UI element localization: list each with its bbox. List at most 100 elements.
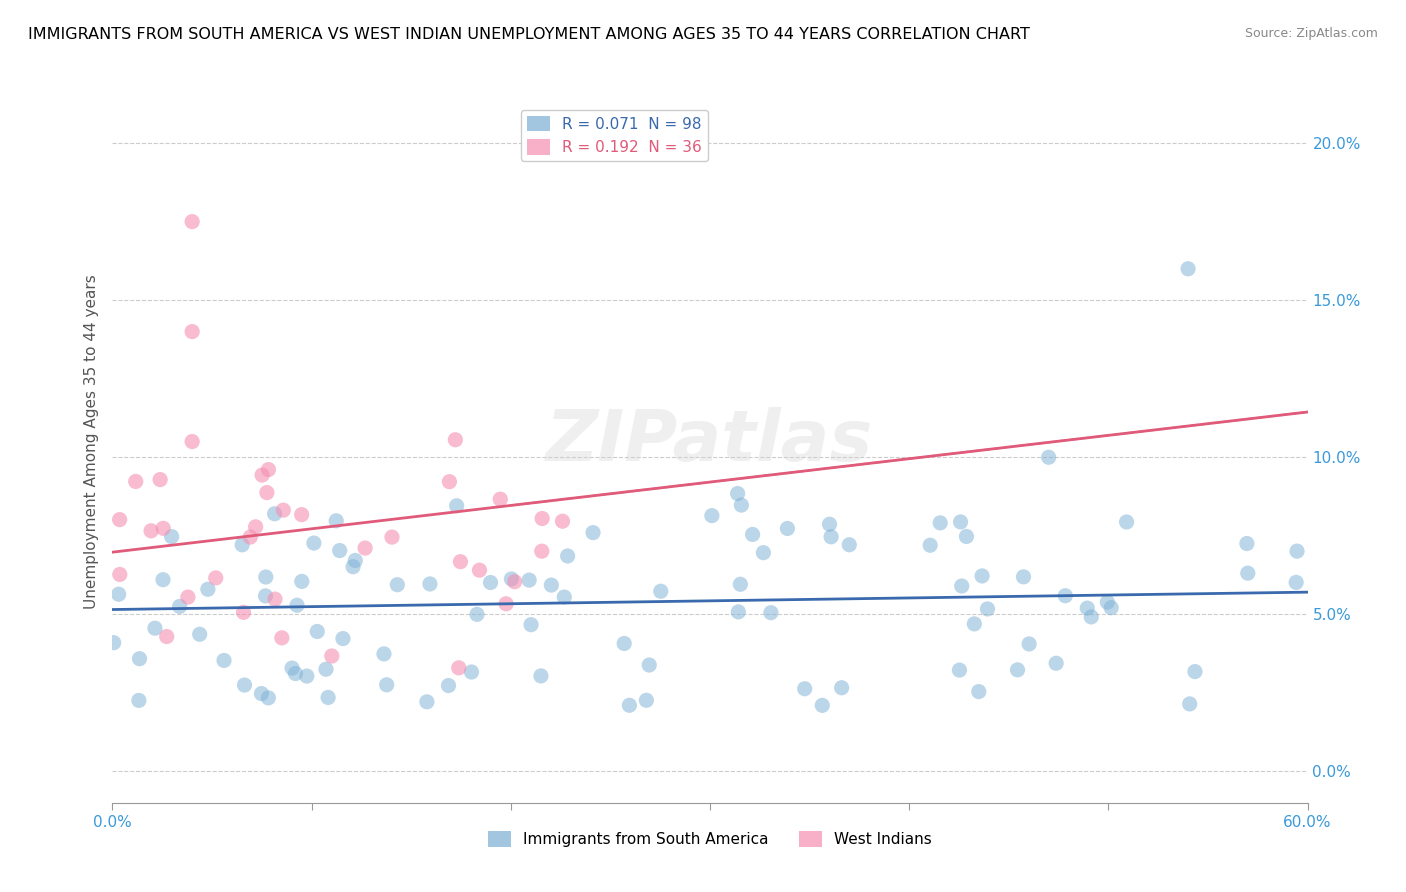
Immigrants from South America [128,693,150,707]
Immigrants from South America [741,527,763,541]
Immigrants from South America [553,590,575,604]
Immigrants from South America [231,538,253,552]
West Indians [447,661,470,675]
Immigrants from South America [613,636,636,650]
West Indians [257,462,280,476]
Immigrants from South America [752,546,775,560]
Immigrants from South America [1236,566,1258,581]
Immigrants from South America [920,538,942,552]
West Indians [239,530,262,544]
Immigrants from South America [520,617,543,632]
Immigrants from South America [285,599,308,613]
Immigrants from South America [188,627,211,641]
Immigrants from South America [955,529,977,543]
Immigrants from South America [263,507,285,521]
Immigrants from South America [1178,697,1201,711]
West Indians [181,434,204,449]
Immigrants from South America [1285,544,1308,558]
West Indians [503,574,526,589]
Immigrants from South America [373,647,395,661]
West Indians [149,473,172,487]
Immigrants from South America [1177,261,1199,276]
Immigrants from South America [831,681,853,695]
Immigrants from South America [650,584,672,599]
Immigrants from South America [1236,536,1258,550]
West Indians [291,508,314,522]
Immigrants from South America [307,624,329,639]
Immigrants from South America [820,530,842,544]
West Indians [125,475,148,489]
Immigrants from South America [233,678,256,692]
Immigrants from South America [1012,570,1035,584]
Immigrants from South America [465,607,488,622]
Immigrants from South America [479,575,502,590]
Immigrants from South America [557,549,579,563]
West Indians [204,571,226,585]
West Indians [321,648,343,663]
Immigrants from South America [107,587,129,601]
Immigrants from South America [967,684,990,698]
Immigrants from South America [929,516,952,530]
Immigrants from South America [776,521,799,535]
West Indians [139,524,162,538]
Immigrants from South America [1099,600,1122,615]
Immigrants from South America [619,698,641,713]
West Indians [551,514,574,528]
Immigrants from South America [948,663,970,677]
Immigrants from South America [329,543,352,558]
West Indians [108,567,131,582]
Immigrants from South America [254,570,277,584]
Immigrants from South America [291,574,314,589]
West Indians [232,605,254,619]
West Indians [156,630,179,644]
Immigrants from South America [501,572,523,586]
West Indians [354,541,377,555]
Immigrants from South America [143,621,166,635]
Text: IMMIGRANTS FROM SOUTH AMERICA VS WEST INDIAN UNEMPLOYMENT AMONG AGES 35 TO 44 YE: IMMIGRANTS FROM SOUTH AMERICA VS WEST IN… [28,27,1031,42]
West Indians [468,563,491,577]
Immigrants from South America [128,651,150,665]
Immigrants from South America [730,498,752,512]
Text: Source: ZipAtlas.com: Source: ZipAtlas.com [1244,27,1378,40]
Immigrants from South America [416,695,439,709]
Text: ZIPatlas: ZIPatlas [547,407,873,476]
Immigrants from South America [700,508,723,523]
West Indians [271,503,294,517]
Immigrants from South America [811,698,834,713]
Immigrants from South America [638,658,661,673]
West Indians [181,325,204,339]
West Indians [489,492,512,507]
Immigrants from South America [437,679,460,693]
Immigrants from South America [197,582,219,597]
Immigrants from South America [446,499,468,513]
West Indians [530,544,553,558]
Immigrants from South America [1045,657,1067,671]
West Indians [250,468,273,483]
West Indians [177,590,200,604]
Immigrants from South America [344,553,367,567]
Immigrants from South America [530,669,553,683]
Immigrants from South America [1007,663,1029,677]
Immigrants from South America [1285,575,1308,590]
Immigrants from South America [1076,601,1098,615]
West Indians [270,631,292,645]
Immigrants from South America [315,662,337,676]
West Indians [152,521,174,535]
Immigrants from South America [727,486,749,500]
Immigrants from South America [949,515,972,529]
Immigrants from South America [1097,595,1119,609]
West Indians [449,555,471,569]
Y-axis label: Unemployment Among Ages 35 to 44 years: Unemployment Among Ages 35 to 44 years [83,274,98,609]
Immigrants from South America [152,573,174,587]
Immigrants from South America [963,616,986,631]
Immigrants from South America [160,530,183,544]
West Indians [439,475,461,489]
Immigrants from South America [316,690,339,705]
Immigrants from South America [254,589,277,603]
Immigrants from South America [636,693,658,707]
West Indians [264,592,287,607]
Immigrants from South America [1018,637,1040,651]
Immigrants from South America [302,536,325,550]
Immigrants from South America [838,538,860,552]
Immigrants from South America [582,525,605,540]
